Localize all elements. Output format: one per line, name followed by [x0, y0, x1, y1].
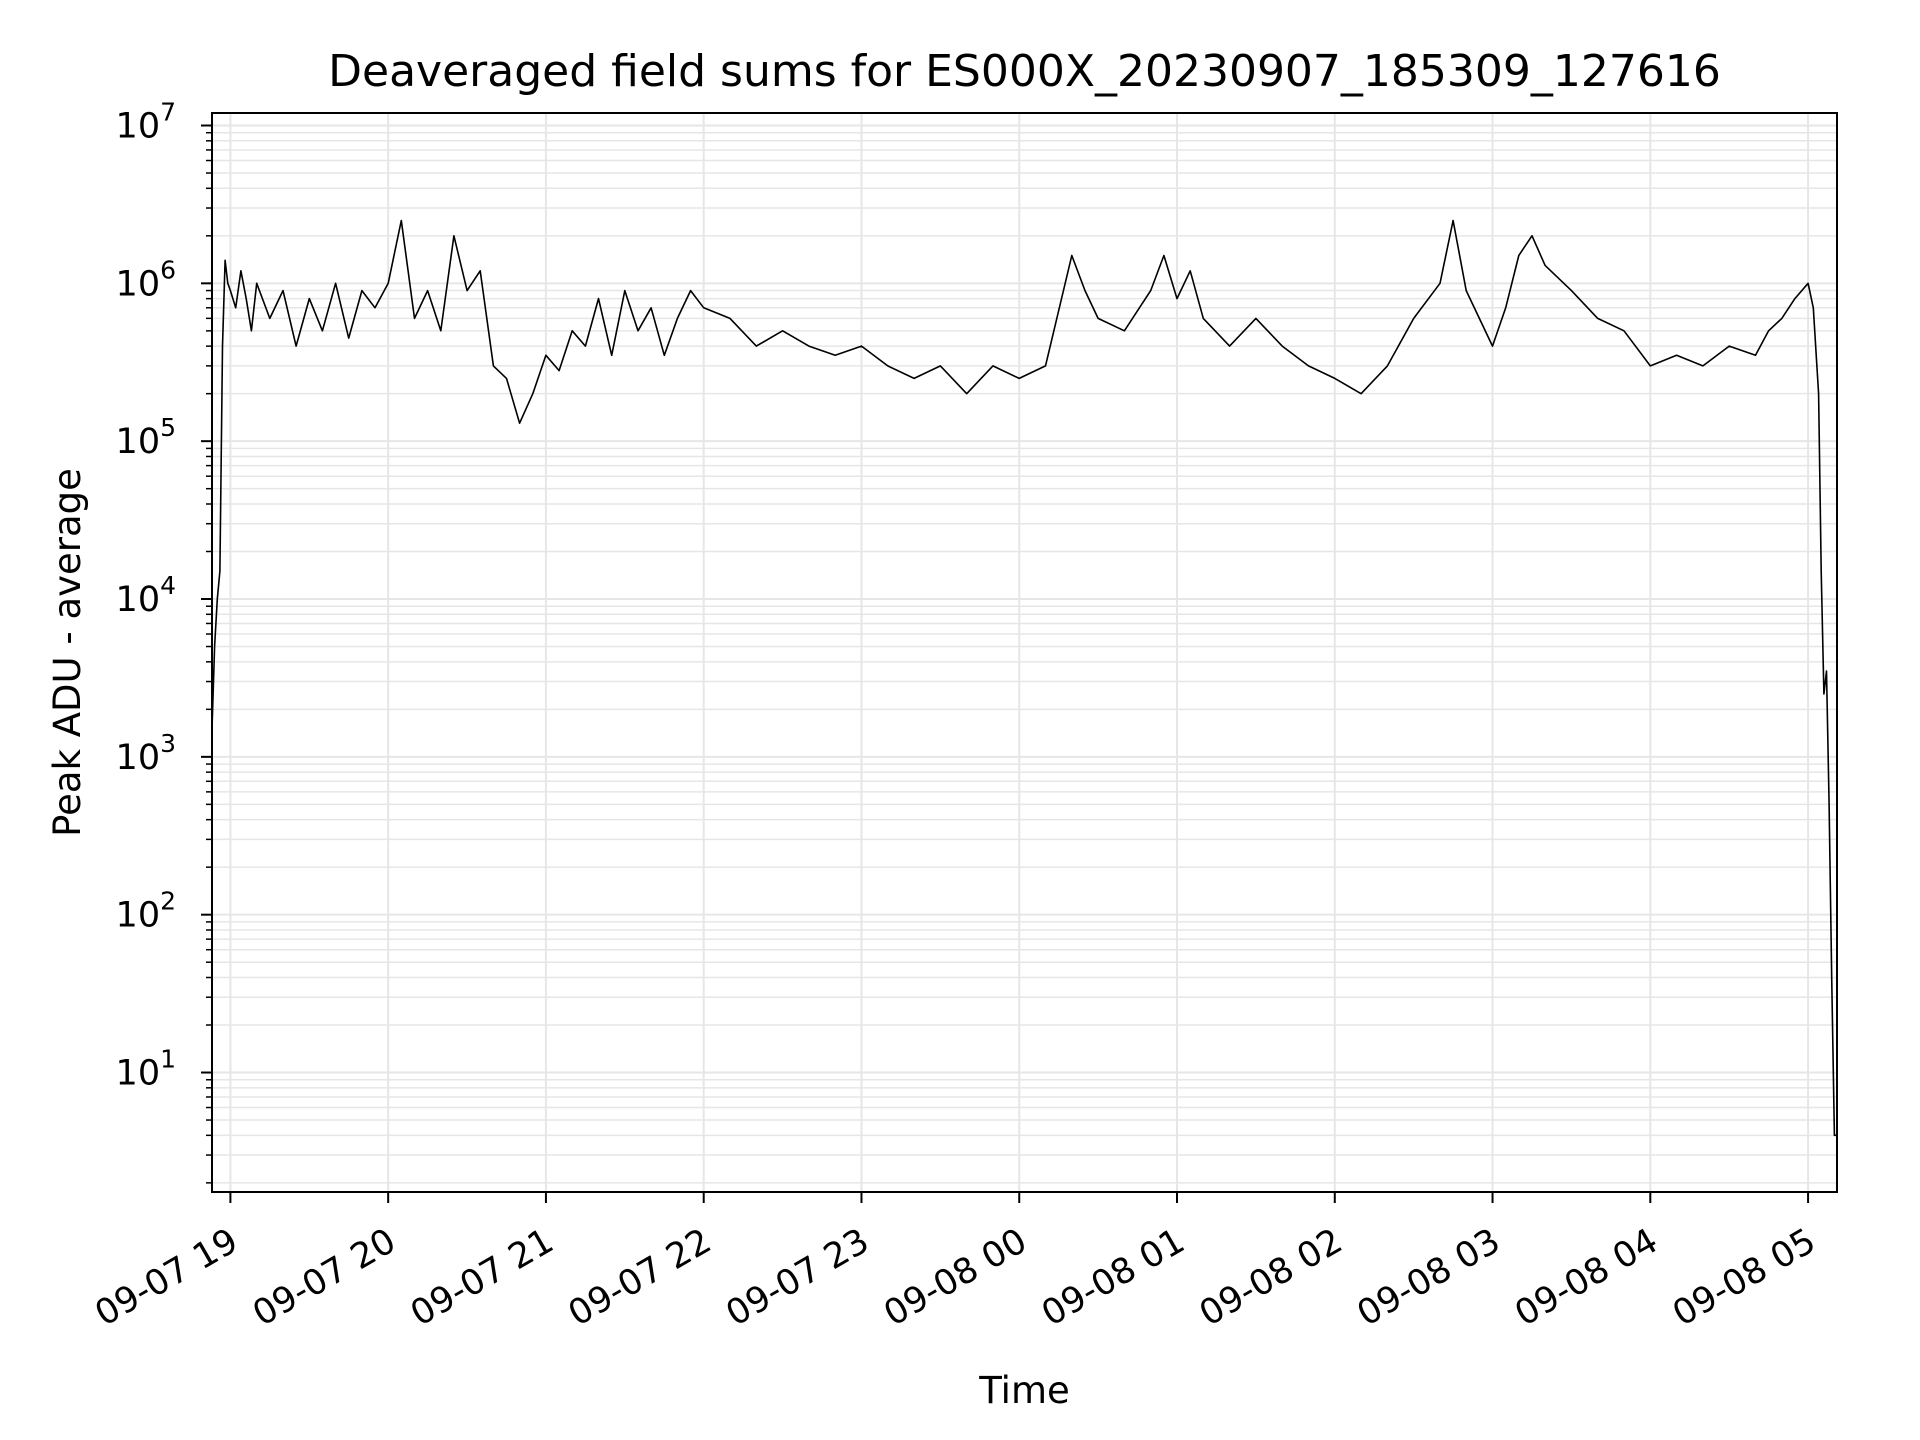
y-tick-label: 102 [116, 887, 176, 936]
y-tick-label: 106 [116, 255, 176, 304]
y-tick-label: 107 [116, 97, 176, 146]
x-axis-label: Time [978, 1369, 1070, 1412]
y-tick-label: 101 [116, 1045, 176, 1094]
plot-frame [211, 112, 1838, 1193]
y-tick-base: 10 [116, 264, 161, 304]
x-tick-label: 09-08 02 [1193, 1221, 1349, 1334]
y-tick-label: 104 [116, 571, 176, 620]
y-tick-exponent: 7 [160, 97, 176, 126]
x-tick-label: 09-08 01 [1035, 1221, 1191, 1334]
x-tick-label: 09-07 19 [89, 1221, 245, 1334]
y-tick-exponent: 1 [160, 1045, 176, 1074]
y-tick-exponent: 6 [160, 255, 176, 284]
data-layer [211, 219, 1837, 1137]
x-tick-label: 09-08 03 [1351, 1221, 1507, 1334]
y-tick-base: 10 [116, 422, 161, 462]
grid-layer [212, 113, 1837, 1192]
x-tick-label: 09-07 20 [246, 1221, 402, 1334]
y-tick-exponent: 4 [160, 571, 176, 600]
x-tick-label: 09-08 05 [1666, 1221, 1822, 1334]
y-tick-base: 10 [116, 896, 161, 936]
x-tick-label: 09-07 21 [404, 1221, 560, 1334]
x-tick-label: 09-07 22 [562, 1221, 718, 1334]
y-tick-base: 10 [116, 738, 161, 778]
y-tick-exponent: 5 [160, 413, 176, 442]
y-tick-label: 105 [116, 413, 176, 462]
x-tick-label: 09-08 00 [877, 1221, 1033, 1334]
y-axis-label: Peak ADU - average [46, 468, 89, 837]
y-tick-base: 10 [116, 106, 161, 146]
y-tick-label: 103 [116, 729, 176, 778]
x-tick-label: 09-08 04 [1509, 1221, 1665, 1334]
y-tick-base: 10 [116, 1054, 161, 1094]
x-tick-label: 09-07 23 [720, 1221, 876, 1334]
series-line [211, 219, 1837, 1137]
y-tick-exponent: 3 [160, 729, 176, 758]
chart-title: Deaveraged field sums for ES000X_2023090… [328, 46, 1721, 97]
y-tick-base: 10 [116, 580, 161, 620]
y-tick-exponent: 2 [160, 887, 176, 916]
